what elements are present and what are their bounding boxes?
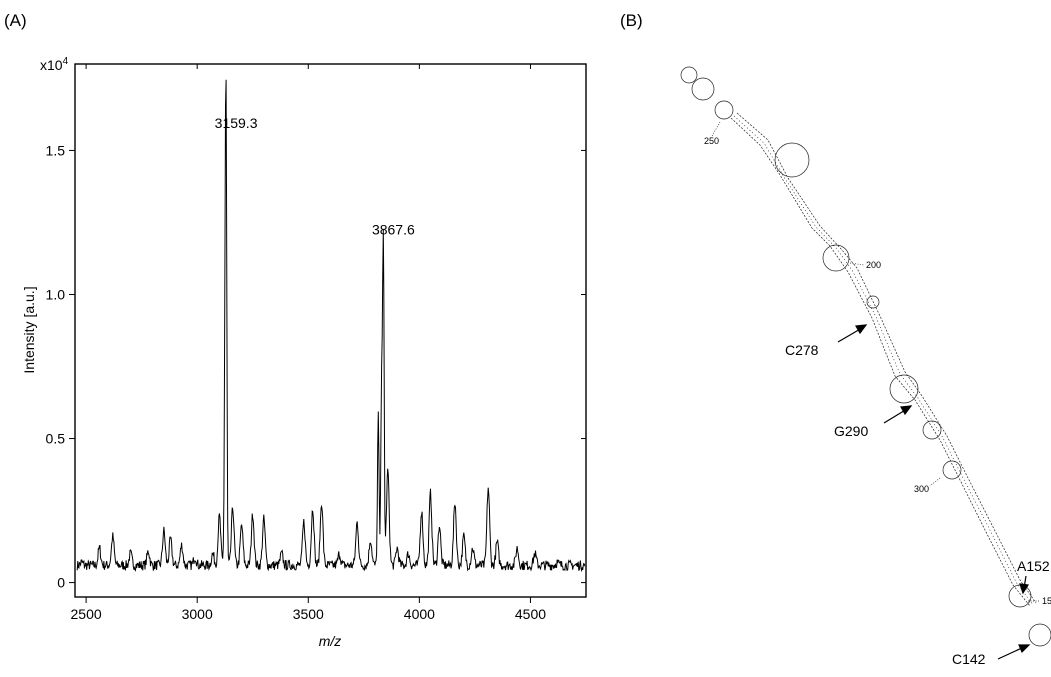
- base-pairs: [733, 115, 1034, 606]
- annotation-c142: C142: [952, 651, 986, 667]
- panel-b-label: (B): [620, 11, 643, 30]
- annotation-g290: G290: [834, 423, 868, 439]
- arrowhead: [1019, 583, 1030, 595]
- position-label-15: 15: [1042, 596, 1051, 606]
- arrowhead: [1018, 644, 1031, 654]
- helix-strand: [736, 112, 1037, 604]
- x-tick-label: 3500: [293, 606, 324, 622]
- x-tick-label: 2500: [71, 606, 102, 622]
- hairpin-loop: [680, 66, 698, 84]
- y-tick-label: 0.5: [46, 431, 66, 447]
- mass-spectrum-chart: 2500 3000 3500 4000 4500 0 0.5 1.0 1.5 3159.3 38…: [21, 56, 587, 649]
- spectrum: [76, 79, 586, 573]
- x-axis-ticks: 2500 3000 3500 4000 4500: [71, 64, 546, 622]
- helix-strand: [730, 117, 1031, 607]
- terminal-loop: [1028, 623, 1051, 647]
- position-label-300: 300: [914, 484, 929, 494]
- y-multiplier: x104: [40, 56, 69, 73]
- internal-loop: [889, 374, 919, 404]
- internal-loop: [714, 100, 734, 120]
- annotation-a152: A152: [1017, 558, 1050, 574]
- position-tick: [929, 477, 941, 487]
- peak-annotations: 3159.3 3867.6: [215, 115, 415, 238]
- panel-a-label: (A): [4, 11, 27, 30]
- small-hairpin: [866, 295, 880, 309]
- internal-loop: [922, 420, 942, 440]
- x-tick-label: 4000: [404, 606, 435, 622]
- arrowhead: [900, 405, 913, 416]
- y-tick-label: 1.5: [46, 142, 66, 158]
- peak-label: 3159.3: [215, 115, 258, 131]
- y-axis-title: Intensity [a.u.]: [21, 286, 37, 373]
- internal-loop: [691, 77, 715, 101]
- y-axis-ticks: 0 0.5 1.0 1.5: [46, 142, 586, 591]
- rna-secondary-structure: [680, 66, 1051, 647]
- peak-label: 3867.6: [372, 221, 415, 237]
- x-tick-label: 3000: [182, 606, 213, 622]
- plot-frame: [74, 63, 587, 598]
- y-tick-label: 1.0: [46, 286, 66, 302]
- bulge-loop: [774, 142, 810, 178]
- position-label-200: 200: [866, 260, 881, 270]
- y-tick-label: 0: [57, 575, 65, 591]
- position-tick: [711, 121, 721, 137]
- position-tick: [849, 262, 865, 266]
- position-label-250: 250: [704, 136, 719, 146]
- spectrum-line: [76, 79, 586, 573]
- internal-loop: [942, 460, 962, 480]
- x-axis-title: m/z: [319, 633, 342, 649]
- arrowhead: [855, 324, 868, 335]
- x-tick-label: 4500: [515, 606, 546, 622]
- internal-loop: [1008, 584, 1032, 608]
- structure-labels: 250 200 300 15 C278 G290 A152 C142: [704, 136, 1051, 667]
- annotation-c278: C278: [785, 342, 819, 358]
- arrow-c142: [997, 646, 1025, 660]
- internal-loop: [822, 244, 850, 272]
